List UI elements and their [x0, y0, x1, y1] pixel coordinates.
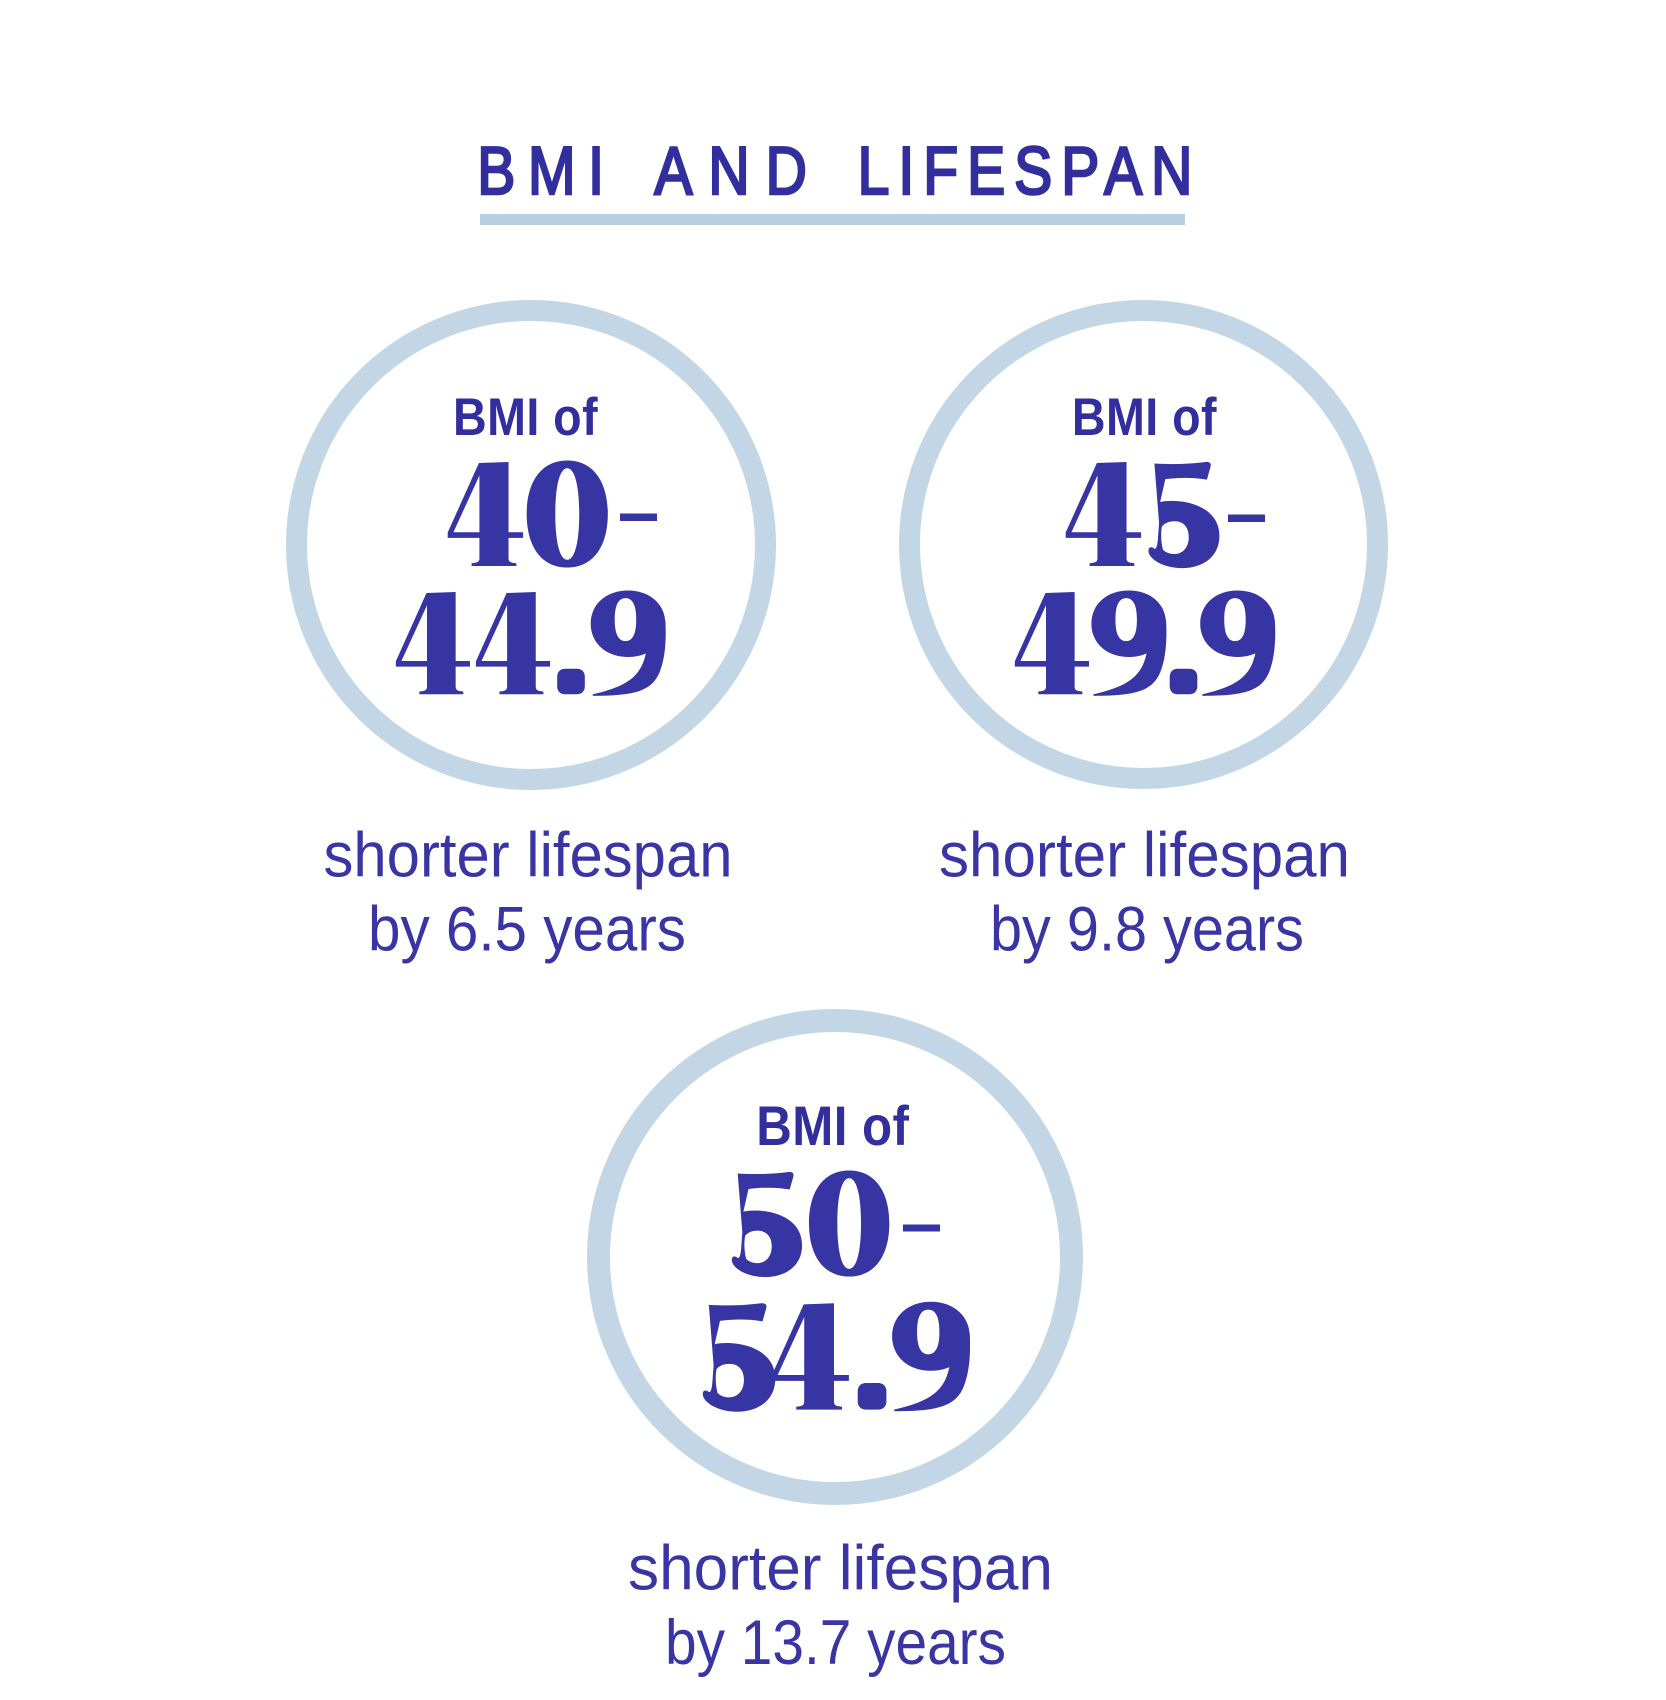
- svg-text:BMI of: BMI of: [1072, 387, 1217, 446]
- svg-text:shorter lifespan: shorter lifespan: [324, 821, 733, 891]
- svg-text:BMI of: BMI of: [756, 1095, 909, 1158]
- svg-text:by 13.7 years: by 13.7 years: [665, 1608, 1006, 1678]
- svg-text:shorter lifespan: shorter lifespan: [939, 821, 1350, 891]
- svg-text:shorter lifespan: shorter lifespan: [628, 1534, 1053, 1604]
- svg-text:LIFESPAN: LIFESPAN: [858, 133, 1202, 209]
- svg-text:BMI of: BMI of: [453, 387, 598, 446]
- svg-text:AND: AND: [654, 133, 822, 209]
- svg-text:BMI: BMI: [477, 133, 616, 209]
- svg-text:by 6.5 years: by 6.5 years: [368, 895, 686, 965]
- svg-text:by 9.8 years: by 9.8 years: [990, 895, 1304, 965]
